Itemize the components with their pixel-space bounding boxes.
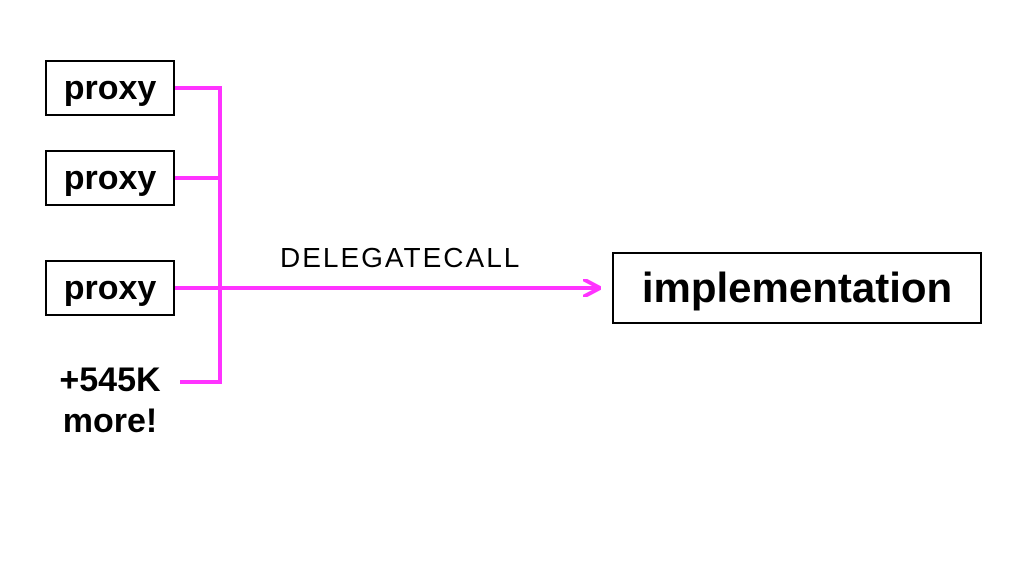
proxy-node-3-label: proxy: [64, 269, 157, 308]
implementation-node: implementation: [612, 252, 982, 324]
proxy-node-2: proxy: [45, 150, 175, 206]
proxy-node-1: proxy: [45, 60, 175, 116]
more-proxies-line1: +545K: [59, 361, 160, 399]
delegatecall-edge-label-text: DELEGATECALL: [280, 242, 521, 273]
delegatecall-edge-label: DELEGATECALL: [280, 242, 521, 274]
more-proxies-line2: more!: [63, 402, 157, 440]
proxy-node-2-label: proxy: [64, 159, 157, 198]
implementation-node-label: implementation: [642, 264, 952, 312]
diagram-stage: proxy proxy proxy +545K more! implementa…: [0, 0, 1024, 572]
proxy-node-1-label: proxy: [64, 69, 157, 108]
proxy-node-3: proxy: [45, 260, 175, 316]
more-proxies-text: +545K more!: [40, 360, 180, 442]
